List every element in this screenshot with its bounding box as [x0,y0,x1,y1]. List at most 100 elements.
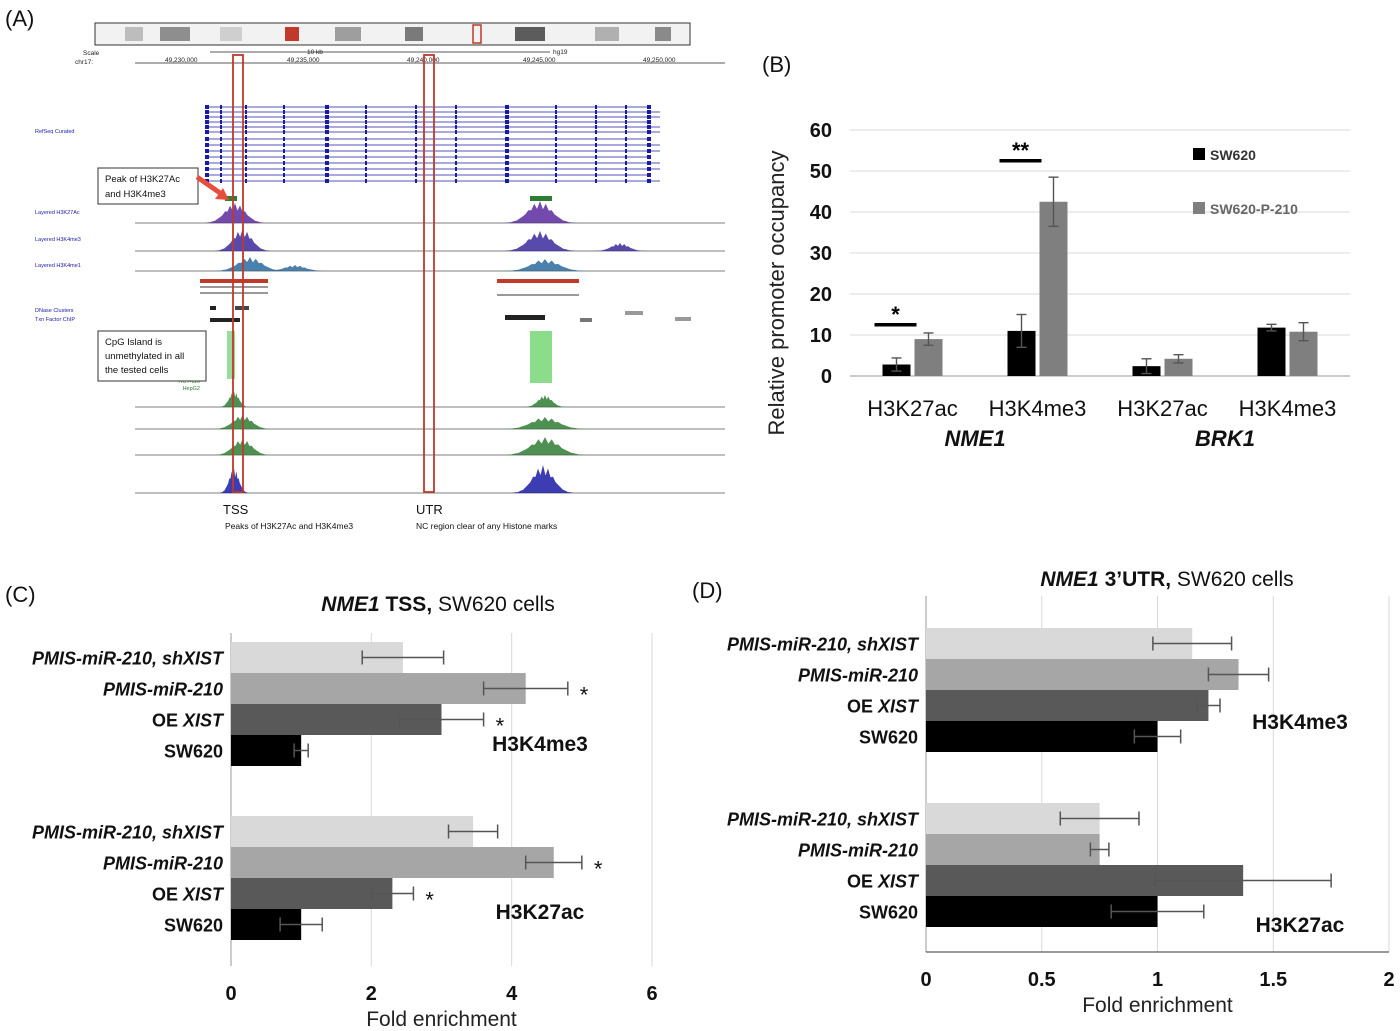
gene-exon-mark [283,137,285,141]
track-label: Layered H3K4me3 [35,237,81,243]
significance-mark: * [496,714,505,739]
bar-category-label: OE XIST [152,885,225,905]
gene-exon-mark [505,110,509,114]
gene-exon-mark [415,179,417,183]
x-tick-label: 0.5 [1028,969,1056,991]
gene-exon-mark [455,120,457,124]
gene-exon-mark [647,110,651,114]
gene-exon-mark [325,105,329,109]
significance-mark: * [891,302,900,327]
bar-category-label-part: OE [847,872,878,892]
bar-1 [231,673,526,704]
gene-exon-mark [625,143,627,147]
gene-exon-mark [365,161,367,165]
gene-exon-mark [595,161,597,165]
bar-category-label: SW620 [164,742,223,762]
chart-title-part: 3’UTR, [1099,568,1171,591]
bar-category-label-part: OE [152,711,183,731]
significance-mark: * [580,683,589,708]
gene-exon-mark [505,155,509,159]
gene-exon-mark [555,125,557,129]
bar-category-label: SW620 [164,916,223,936]
bar-1 [231,847,554,878]
signal-peak [505,417,585,429]
gene-exon-mark [245,130,247,134]
gene-exon-mark [415,173,417,177]
chart-title-part: NME1 [1040,568,1098,591]
gene-exon-mark [647,125,651,129]
gene-exon-mark [595,149,597,153]
y-tick-label: 20 [810,284,832,306]
callout-text: the tested cells [105,365,169,376]
gene-exon-mark [625,130,627,134]
bar-category-label-part: PMIS-miR-210 [103,680,223,700]
gene-exon-mark [220,149,222,153]
signal-peak [265,265,325,271]
bar-category-label: PMIS-miR-210, shXIST [32,823,225,843]
x-tick-label: H3K4me3 [1239,396,1337,421]
gene-exon-mark [555,179,557,183]
bar-category-label-part: XIST [877,697,920,717]
bar-category-label-part: XIST [182,711,225,731]
gene-exon-mark [595,173,597,177]
bar-category-label-part: PMIS-miR-210 [798,666,918,686]
gene-exon-mark [595,167,597,171]
gene-exon-mark [415,110,417,114]
tss-highlight-box [232,54,244,493]
callout-text: and H3K4me3 [105,189,166,200]
bar-category-label: PMIS-miR-210, shXIST [727,635,920,655]
significance-mark: * [425,888,434,913]
gene-exon-mark [365,179,367,183]
ruler-tick-label: 49,235,000 [287,57,320,64]
scale-bar-label: 10 kb [307,49,323,56]
gene-exon-mark [415,161,417,165]
gene-exon-mark [505,115,509,119]
y-tick-label: 0 [821,366,832,388]
ruler-tick-label: 49,245,000 [523,57,556,64]
panel-c-letter: (C) [5,582,36,607]
gene-exon-mark [205,167,209,171]
gene-exon-mark [220,143,222,147]
gene-exon-mark [365,155,367,159]
gene-exon-mark [325,137,329,141]
gene-exon-mark [555,155,557,159]
gene-exon-mark [505,173,509,177]
bar-category-label-part: PMIS-miR-210, shXIST [32,823,225,843]
gene-exon-mark [283,110,285,114]
signal-peak [505,201,575,223]
x-tick-label: 0 [920,969,931,991]
gene-exon-mark [220,110,222,114]
cpg-methylation-marks [227,331,552,383]
gene-exon-mark [455,143,457,147]
gene-exon-mark [325,125,329,129]
gene-exon-mark [455,137,457,141]
gene-exon-mark [505,137,509,141]
gene-exon-mark [555,173,557,177]
gene-exon-mark [625,173,627,177]
gene-exon-mark [205,115,209,119]
chart-title-part: TSS, [380,593,433,616]
gene-exon-mark [220,130,222,134]
signal-peak [220,391,248,407]
gene-exon-mark [245,143,247,147]
gene-exon-mark [455,179,457,183]
bar-3 [926,721,1158,752]
peak-callout: Peak of H3K27Ac and H3K4me3 [97,167,229,205]
panel-b-letter: (B) [762,52,792,77]
bar-category-label-part: XIST [182,885,225,905]
gene-exon-mark [325,155,329,159]
histone-mark-label: H3K27ac [1256,914,1345,937]
gene-exon-mark [455,149,457,153]
track-label: Txn Factor ChIP [35,317,75,323]
gene-exon-mark [625,179,627,183]
gene-exon-mark [647,179,651,183]
gene-exon-mark [325,110,329,114]
gene-exon-mark [555,120,557,124]
gene-exon-mark [283,179,285,183]
signal-peak [220,468,248,493]
gene-exon-mark [647,173,651,177]
utr-note: NC region clear of any Histone marks [416,521,557,531]
bar-category-label: OE XIST [152,711,225,731]
gene-exon-mark [365,167,367,171]
gene-exon-mark [595,105,597,109]
